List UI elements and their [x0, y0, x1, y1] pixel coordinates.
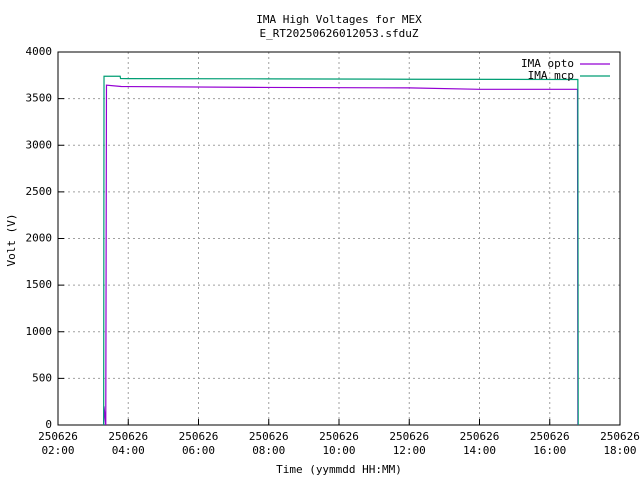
y-tick-label: 3500 [26, 92, 53, 105]
plot-frame [57, 51, 621, 426]
x-tick-label: 250626 10:00 [319, 430, 359, 457]
chart-subtitle: E_RT20250626012053.sfduZ [260, 27, 419, 40]
x-tick-label: 250626 18:00 [600, 430, 640, 457]
y-tick-label: 0 [45, 418, 52, 431]
x-tick-label: 250626 08:00 [249, 430, 289, 457]
chart-title: IMA High Voltages for MEX [256, 13, 422, 26]
x-axis-label: Time (yymmdd HH:MM) [276, 463, 402, 476]
y-tick-label: 4000 [26, 45, 53, 58]
x-tick-label: 250626 16:00 [530, 430, 570, 457]
series-line [103, 75, 579, 426]
series-line [103, 84, 579, 426]
x-tick-label: 250626 04:00 [108, 430, 148, 457]
y-tick-label: 500 [32, 371, 52, 384]
y-tick-label: 2000 [26, 232, 53, 245]
x-tick-label: 250626 02:00 [38, 430, 78, 457]
legend-label: IMA opto [521, 57, 574, 70]
y-tick-label: 1500 [26, 278, 53, 291]
y-tick-label: 1000 [26, 325, 53, 338]
x-tick-label: 250626 06:00 [179, 430, 219, 457]
y-tick-label: 2500 [26, 185, 53, 198]
x-tick-label: 250626 14:00 [460, 430, 500, 457]
legend-label: IMA mcp [528, 69, 574, 82]
y-tick-label: 3000 [26, 138, 53, 151]
y-axis-label: Volt (V) [5, 214, 18, 267]
x-tick-label: 250626 12:00 [389, 430, 429, 457]
